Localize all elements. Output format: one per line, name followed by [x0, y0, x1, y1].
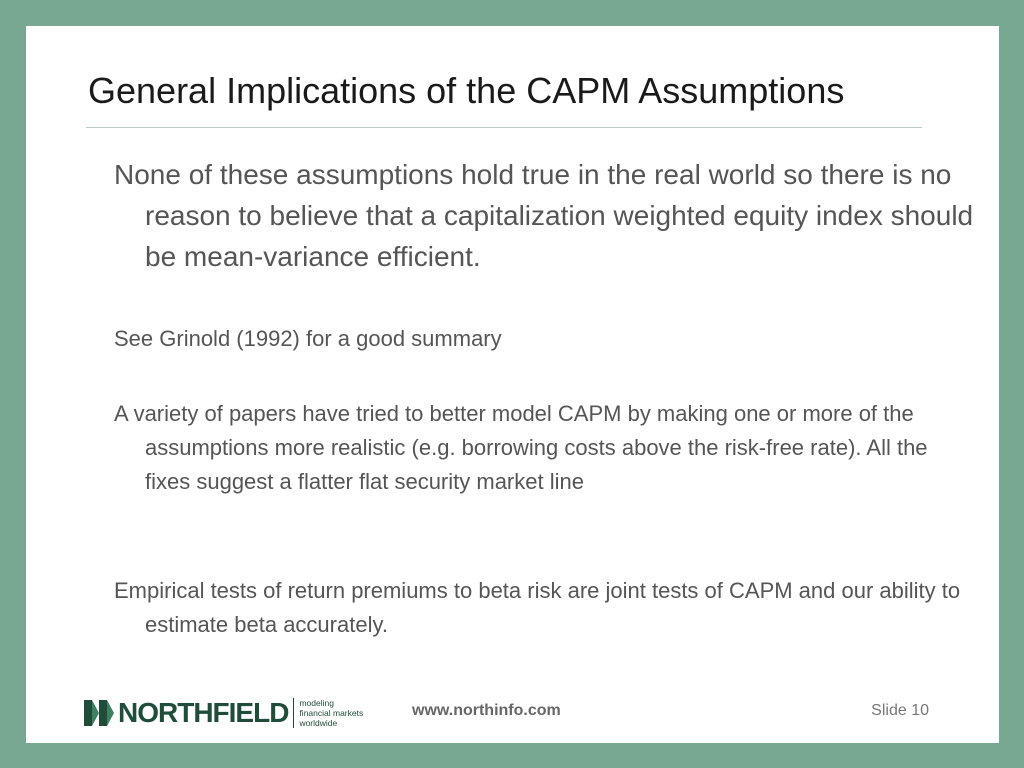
bullet-2: See Grinold (1992) for a good summary: [114, 326, 502, 351]
slide-number: Slide 10: [871, 702, 929, 719]
title-divider: [86, 127, 922, 128]
slide-canvas: General Implications of the CAPM Assumpt…: [26, 26, 999, 743]
bullet-1: None of these assumptions hold true in t…: [114, 159, 974, 272]
logo-tagline-line: financial markets: [299, 708, 364, 718]
logo-wordmark: NORTHFIELD: [118, 697, 289, 728]
logo-tagline-line: modeling: [299, 698, 334, 708]
slide-title: General Implications of the CAPM Assumpt…: [88, 70, 845, 111]
bullet-4: Empirical tests of return premiums to be…: [114, 578, 961, 637]
bullet-3: A variety of papers have tried to better…: [114, 401, 928, 494]
logo-tagline-line: worldwide: [299, 718, 338, 728]
logo-tagline: modeling financial markets worldwide: [299, 698, 363, 728]
footer-url-link[interactable]: www.northinfo.com: [412, 702, 561, 719]
northfield-logo-icon: [84, 700, 114, 726]
logo-separator: [293, 698, 295, 728]
northfield-logo: NORTHFIELD modeling financial markets wo…: [84, 696, 363, 730]
